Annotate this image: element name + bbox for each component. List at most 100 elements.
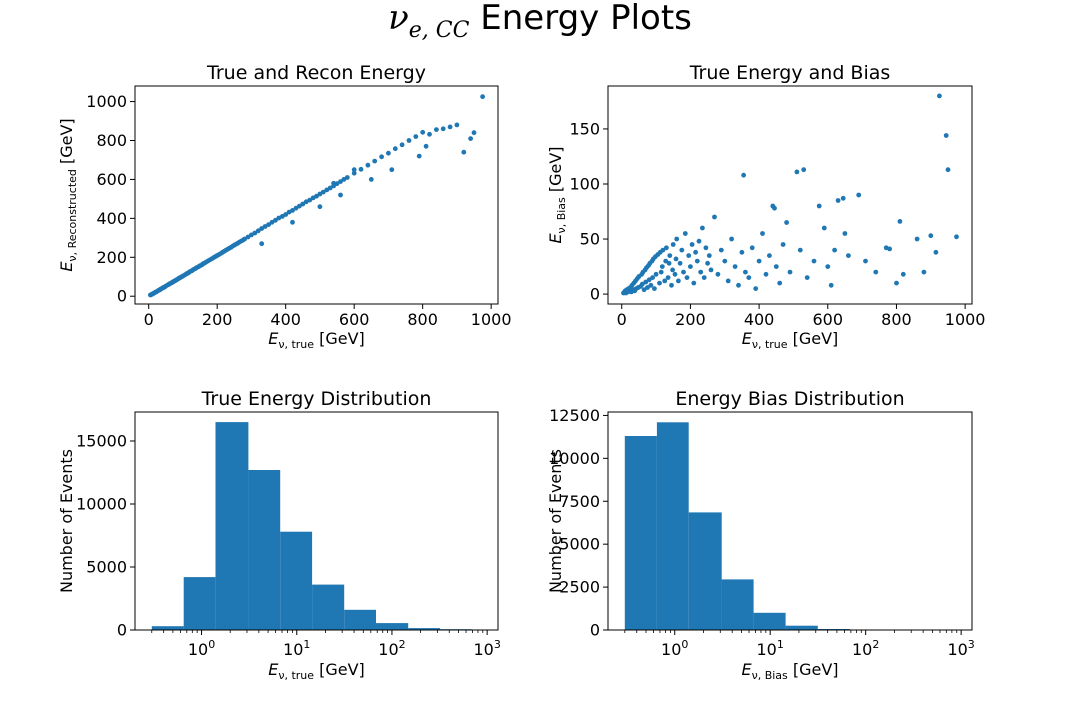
scatter-point (681, 269, 686, 275)
y-tick-label: 100 (569, 174, 600, 193)
scatter-point (674, 236, 680, 242)
scatter-point (787, 269, 793, 275)
scatter-point (900, 271, 906, 277)
scatter-point (767, 253, 772, 258)
y-tick-label: 0 (117, 621, 127, 640)
y-tick-label: 800 (96, 131, 127, 150)
figure-title-subscript: e, CC (408, 17, 470, 43)
scatter-point (471, 130, 477, 136)
scatter-point (821, 225, 827, 231)
y-tick-label: 400 (96, 209, 127, 228)
x-tick-label: 200 (202, 310, 233, 329)
scatter-point (698, 269, 704, 275)
scatter-point (914, 236, 920, 242)
scatter-point (832, 247, 837, 253)
scatter-point (921, 269, 927, 275)
histogram-bar (280, 531, 313, 630)
plot-true-energy-distribution: True Energy Distribution 100 101 102 103 0 500… (57, 388, 501, 682)
scatter-point (743, 269, 748, 275)
scatter-point (266, 222, 271, 228)
scatter-point (763, 271, 769, 277)
scatter-point (672, 271, 678, 277)
scatter-point (746, 275, 752, 280)
y-tick-label: 12500 (549, 406, 600, 425)
scatter-point (338, 192, 343, 198)
scatter-point (691, 280, 697, 286)
scatter-point (658, 269, 664, 275)
scatter-point (842, 231, 848, 236)
scatter-point (416, 153, 422, 159)
histogram-bar (312, 584, 345, 630)
scatter-point (777, 280, 783, 286)
histogram-bar (151, 626, 184, 630)
scatter-point (725, 278, 731, 284)
x-tick-label: 600 (813, 310, 844, 329)
scatter-point (682, 231, 688, 236)
x-tick-label: 800 (407, 310, 438, 329)
scatter-point (943, 133, 949, 138)
scatter-point (773, 264, 779, 269)
scatter-point (447, 124, 453, 130)
scatter-point (760, 231, 765, 236)
y-tick-label: 0 (590, 621, 600, 640)
y-tick-label: 15000 (76, 431, 127, 450)
plot-true-recon-energy: True and Recon Energy 0 200 400 600 800 1000 0 2… (57, 62, 512, 351)
histogram-bar (248, 470, 281, 630)
axes-frame (134, 411, 499, 631)
scatter-point (420, 129, 426, 135)
x-tick-label: 101 (757, 638, 784, 659)
scatter-point (677, 260, 683, 266)
scatter-point (811, 258, 817, 264)
scatter-point (273, 217, 278, 223)
scatter-point (664, 245, 669, 251)
y-tick-label: 10000 (76, 494, 127, 513)
x-tick-label: 101 (283, 638, 310, 659)
y-tick-label: 50 (580, 230, 600, 249)
scatter-point (729, 236, 734, 242)
scatter-point (694, 258, 700, 264)
scatter-point (372, 158, 378, 164)
histogram-bar (408, 628, 441, 630)
y-tick-label: 7500 (559, 492, 600, 511)
scatter-point (686, 253, 692, 258)
histogram-bar (656, 422, 689, 630)
x-axis-label: Eν, true [GeV] (742, 329, 839, 351)
scatter-point (673, 256, 679, 262)
scatter-point (712, 214, 717, 220)
scatter-point (954, 234, 959, 240)
scatter-point (739, 249, 745, 255)
scatter-point (828, 282, 834, 288)
x-tick-label: 1000 (471, 310, 512, 329)
scatter-point (670, 267, 675, 273)
scatter-point (753, 286, 759, 291)
scatter-point (368, 177, 374, 182)
x-tick-label: 100 (188, 638, 215, 659)
scatter-point (659, 264, 665, 269)
scatter-point (897, 219, 903, 224)
scatter-point (259, 241, 265, 247)
scatter-point (255, 228, 261, 234)
scatter-point (290, 208, 295, 213)
scatter-point (641, 287, 647, 293)
scatter-point (379, 154, 384, 160)
scatter-point (736, 282, 741, 288)
x-axis-label: Eν, true [GeV] (268, 660, 365, 682)
scatter-point (756, 258, 762, 264)
scatter-point (801, 167, 807, 173)
scatter-point (639, 281, 645, 287)
scatter-point (645, 285, 650, 290)
scatter-point (722, 258, 728, 264)
x-tick-label: 100 (661, 638, 688, 659)
scatter-point (696, 238, 702, 244)
scatter-point (856, 192, 862, 198)
scatter-point (670, 242, 676, 247)
scatter-point (300, 201, 306, 207)
scatter-point (894, 280, 899, 286)
scatter-point (846, 253, 851, 258)
histogram-bar (721, 579, 754, 630)
scatter-point (945, 167, 951, 173)
y-axis-label: Eν, Reconstructed [GeV] (57, 118, 79, 271)
scatter-point (873, 269, 879, 275)
scatter-point (816, 203, 822, 209)
